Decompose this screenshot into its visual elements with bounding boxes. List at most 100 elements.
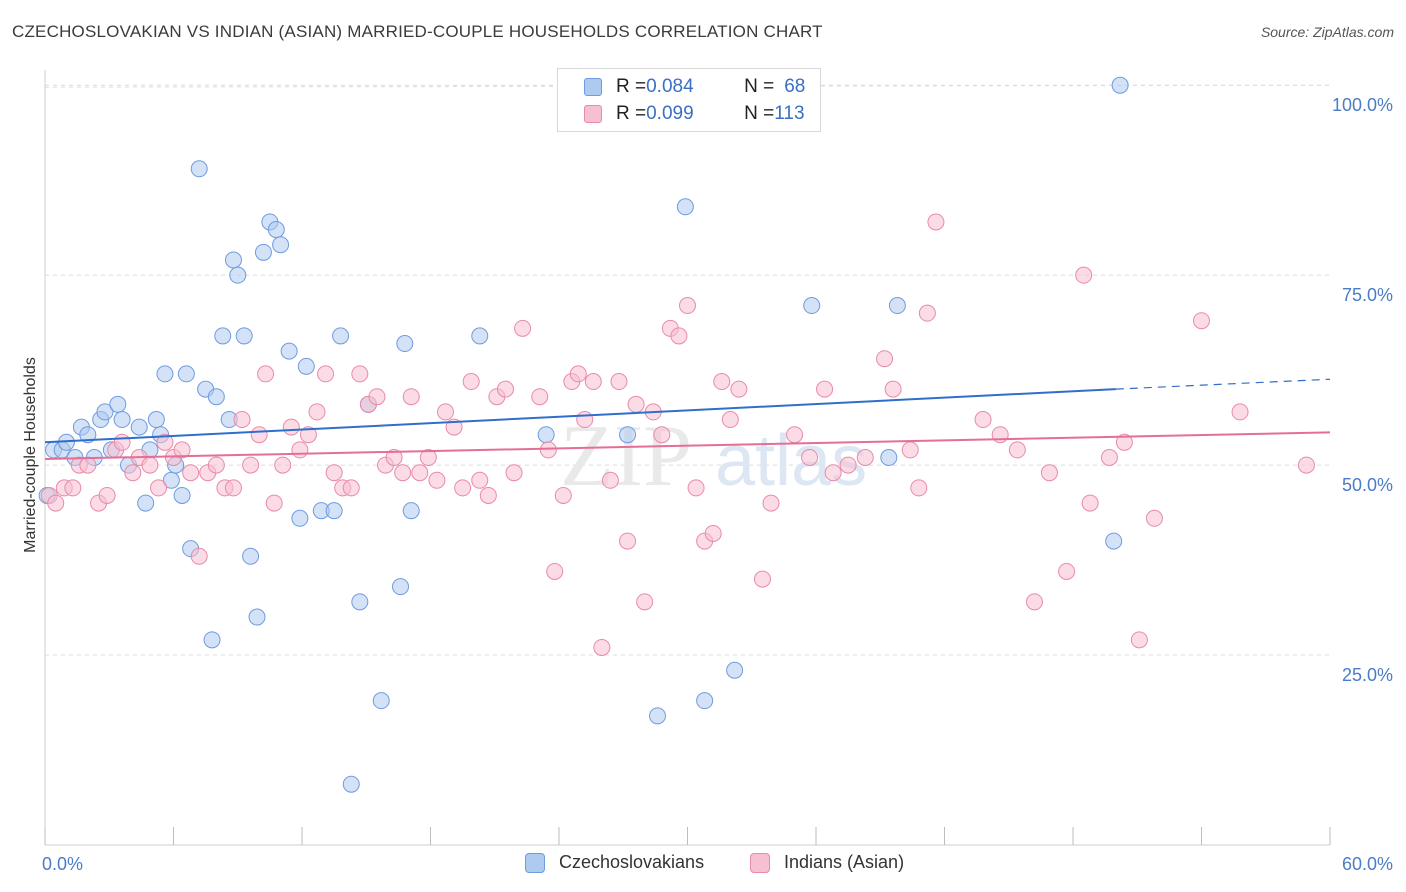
point-czechoslovakians [130, 418, 148, 436]
point-czechoslovakians [297, 357, 315, 375]
point-czechoslovakians [619, 426, 637, 444]
point-czechoslovakians [190, 160, 208, 178]
point-czechoslovakians [803, 297, 821, 315]
point-indians-asian [1115, 433, 1133, 451]
chart-title: CZECHOSLOVAKIAN VS INDIAN (ASIAN) MARRIE… [12, 22, 823, 41]
point-indians-asian [394, 464, 412, 482]
point-czechoslovakians [392, 578, 410, 596]
point-indians-asian [1145, 509, 1163, 527]
point-czechoslovakians [173, 486, 191, 504]
point-czechoslovakians [888, 297, 906, 315]
point-indians-asian [610, 373, 628, 391]
point-indians-asian [156, 433, 174, 451]
point-indians-asian [242, 456, 260, 474]
point-czechoslovakians [113, 411, 131, 429]
point-indians-asian [505, 464, 523, 482]
point-czechoslovakians [96, 403, 114, 421]
point-czechoslovakians [235, 327, 253, 345]
point-indians-asian [704, 524, 722, 542]
point-indians-asian [974, 411, 992, 429]
point-indians-asian [901, 441, 919, 459]
point-indians-asian [839, 456, 857, 474]
point-indians-asian [593, 638, 611, 656]
legend-n-value: 113 [774, 103, 805, 124]
point-indians-asian [514, 319, 532, 337]
trend-lines [44, 378, 1331, 461]
point-indians-asian [910, 479, 928, 497]
point-indians-asian [124, 464, 142, 482]
point-indians-asian [299, 426, 317, 444]
series-indians-asian [40, 213, 1315, 656]
point-indians-asian [1130, 631, 1148, 649]
point-czechoslovakians [1105, 532, 1123, 550]
legend-item-indians-asian: Indians (Asian) [750, 852, 904, 873]
point-indians-asian [282, 418, 300, 436]
point-czechoslovakians [1111, 76, 1129, 94]
point-czechoslovakians [229, 266, 247, 284]
point-indians-asian [569, 365, 587, 383]
point-czechoslovakians [254, 243, 272, 261]
point-czechoslovakians [224, 251, 242, 269]
trend-line-indians-asian [44, 431, 1331, 461]
point-indians-asian [876, 350, 894, 368]
point-indians-asian [454, 479, 472, 497]
point-indians-asian [1008, 441, 1026, 459]
point-czechoslovakians [649, 707, 667, 725]
point-indians-asian [601, 471, 619, 489]
point-indians-asian [546, 562, 564, 580]
legend-n-label: N = [744, 103, 775, 124]
point-czechoslovakians [696, 692, 714, 710]
point-indians-asian [554, 486, 572, 504]
point-indians-asian [721, 411, 739, 429]
point-indians-asian [619, 532, 637, 550]
point-indians-asian [816, 380, 834, 398]
point-czechoslovakians [137, 494, 155, 512]
legend-swatch-indians-asian [750, 852, 770, 873]
legend-swatch-blue [584, 78, 602, 96]
point-indians-asian [539, 441, 557, 459]
point-czechoslovakians [372, 692, 390, 710]
point-indians-asian [265, 494, 283, 512]
point-indians-asian [257, 365, 275, 383]
point-czechoslovakians [332, 327, 350, 345]
point-indians-asian [762, 494, 780, 512]
watermark: ZIP atlas [560, 408, 867, 505]
point-indians-asian [1075, 266, 1093, 284]
legend-r-value: 0.099 [646, 103, 694, 124]
trend-line-czechoslovakians-extension [1115, 378, 1331, 390]
point-czechoslovakians [207, 388, 225, 406]
point-indians-asian [173, 441, 191, 459]
point-indians-asian [98, 486, 116, 504]
legend-n-value: 68 [784, 76, 806, 97]
point-indians-asian [207, 456, 225, 474]
point-indians-asian [927, 213, 945, 231]
point-indians-asian [636, 593, 654, 611]
legend-r-value: 0.084 [646, 76, 694, 97]
point-indians-asian [1193, 312, 1210, 330]
point-indians-asian [753, 570, 771, 588]
point-indians-asian [679, 297, 696, 315]
legend-item-czechoslovakians: Czechoslovakians [525, 852, 704, 873]
point-indians-asian [141, 456, 159, 474]
point-czechoslovakians [214, 327, 232, 345]
point-czechoslovakians [342, 775, 360, 793]
point-indians-asian [402, 388, 420, 406]
point-indians-asian [479, 486, 497, 504]
point-indians-asian [250, 426, 268, 444]
point-indians-asian [368, 388, 386, 406]
point-indians-asian [670, 327, 688, 345]
point-czechoslovakians [156, 365, 174, 383]
point-czechoslovakians [147, 411, 165, 429]
x-tick-label: 0.0% [42, 854, 83, 874]
point-indians-asian [1297, 456, 1315, 474]
point-indians-asian [274, 456, 292, 474]
point-indians-asian [150, 479, 168, 497]
point-indians-asian [224, 479, 242, 497]
point-indians-asian [436, 403, 454, 421]
grid-lines [44, 84, 1331, 656]
point-indians-asian [786, 426, 804, 444]
point-indians-asian [1081, 494, 1099, 512]
point-indians-asian [824, 464, 842, 482]
point-czechoslovakians [177, 365, 195, 383]
